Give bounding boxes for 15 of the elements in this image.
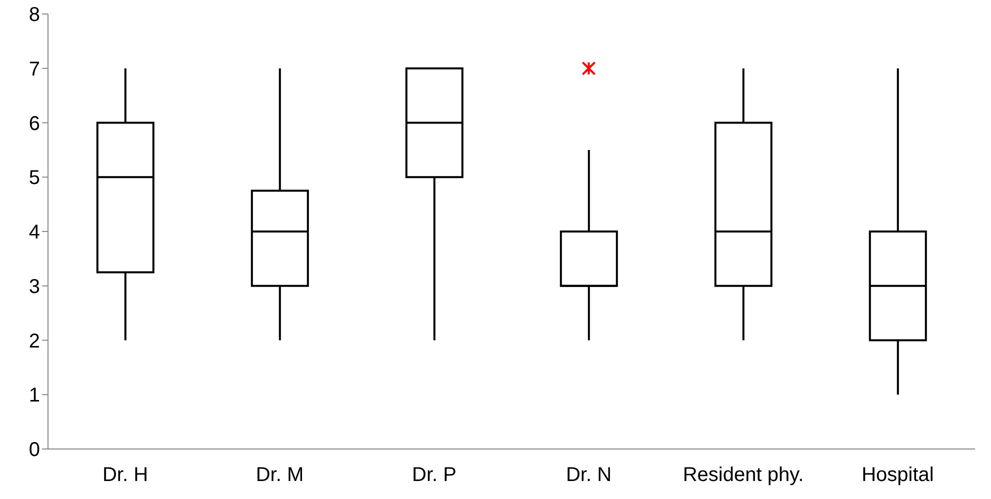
y-tick-label: 8: [28, 4, 40, 26]
y-tick-label: 1: [28, 384, 40, 407]
y-tick-label: 2: [28, 330, 40, 352]
y-tick-label: 0: [28, 439, 40, 462]
x-tick-label: Hospital: [862, 464, 934, 486]
y-tick-label: 4: [28, 222, 40, 244]
y-tick-label: 5: [28, 167, 40, 190]
y-tick-label: 3: [28, 276, 40, 298]
y-tick-label: 7: [28, 58, 40, 80]
x-tick-label: Dr. M: [256, 464, 304, 486]
x-tick-label: Dr. H: [102, 464, 148, 486]
x-tick-label: Resident phy.: [682, 464, 804, 486]
x-tick-label: Dr. P: [412, 464, 456, 486]
y-tick-label: 6: [28, 112, 40, 135]
x-tick-label: Dr. N: [566, 464, 612, 486]
